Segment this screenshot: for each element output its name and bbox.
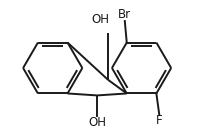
Text: OH: OH — [88, 116, 106, 129]
Text: F: F — [156, 114, 163, 127]
Text: OH: OH — [91, 12, 109, 25]
Text: Br: Br — [118, 8, 131, 21]
